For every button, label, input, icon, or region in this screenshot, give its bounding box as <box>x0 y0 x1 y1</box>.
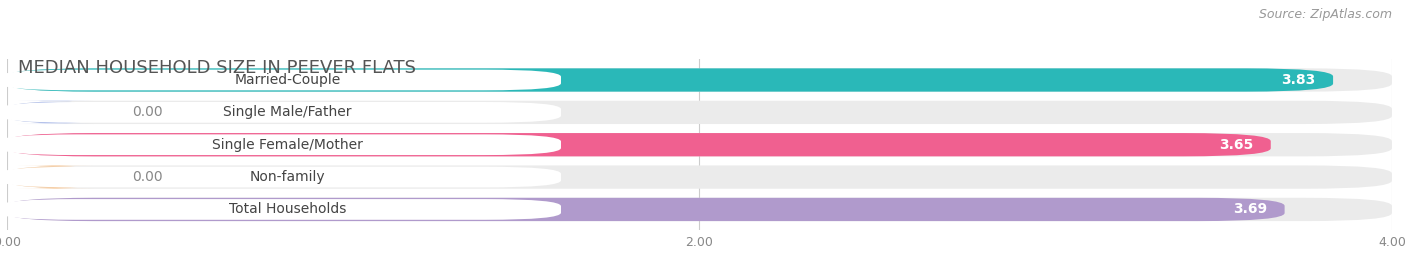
Text: Total Households: Total Households <box>229 202 346 217</box>
Text: Non-family: Non-family <box>250 170 325 184</box>
FancyBboxPatch shape <box>7 165 104 189</box>
FancyBboxPatch shape <box>7 68 1333 92</box>
FancyBboxPatch shape <box>0 134 561 155</box>
Text: 3.65: 3.65 <box>1219 138 1254 152</box>
FancyBboxPatch shape <box>0 167 561 187</box>
FancyBboxPatch shape <box>7 198 1392 221</box>
FancyBboxPatch shape <box>7 101 104 124</box>
Text: 3.69: 3.69 <box>1233 202 1267 217</box>
FancyBboxPatch shape <box>7 165 1392 189</box>
FancyBboxPatch shape <box>7 68 1392 92</box>
Text: Married-Couple: Married-Couple <box>235 73 340 87</box>
FancyBboxPatch shape <box>7 198 1285 221</box>
Text: Source: ZipAtlas.com: Source: ZipAtlas.com <box>1258 8 1392 21</box>
FancyBboxPatch shape <box>7 133 1392 156</box>
Text: Single Male/Father: Single Male/Father <box>224 105 352 119</box>
Text: MEDIAN HOUSEHOLD SIZE IN PEEVER FLATS: MEDIAN HOUSEHOLD SIZE IN PEEVER FLATS <box>18 59 416 77</box>
FancyBboxPatch shape <box>0 199 561 220</box>
Text: 0.00: 0.00 <box>132 170 162 184</box>
FancyBboxPatch shape <box>7 133 1271 156</box>
FancyBboxPatch shape <box>0 70 561 90</box>
Text: 0.00: 0.00 <box>132 105 162 119</box>
FancyBboxPatch shape <box>0 102 561 123</box>
FancyBboxPatch shape <box>7 101 1392 124</box>
Text: Single Female/Mother: Single Female/Mother <box>212 138 363 152</box>
Text: 3.83: 3.83 <box>1281 73 1316 87</box>
